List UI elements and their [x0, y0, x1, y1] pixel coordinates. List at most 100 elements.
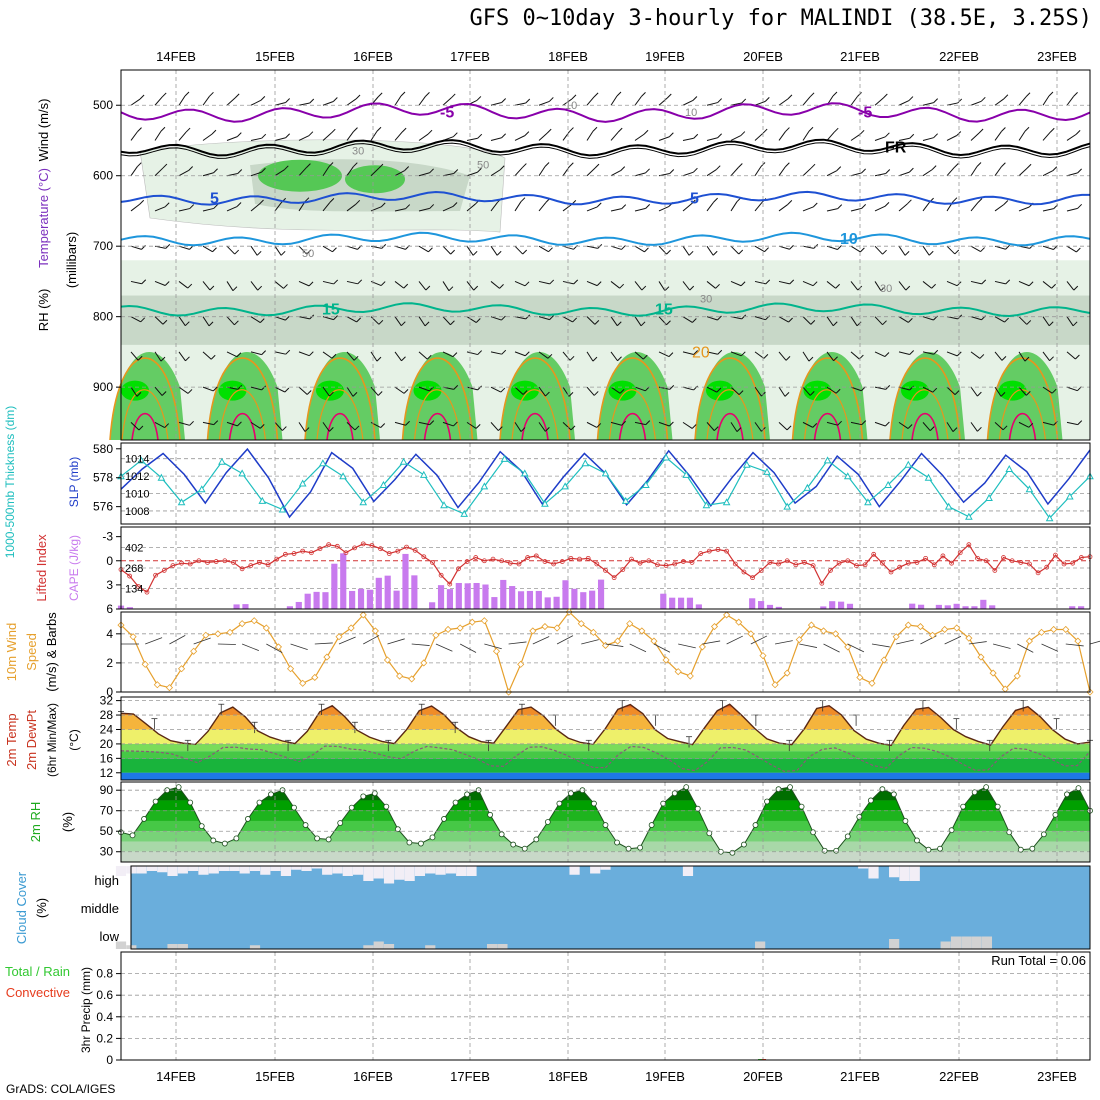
wind-barb-flag	[333, 279, 339, 285]
cloud-low-bar	[755, 941, 766, 949]
wind10m-marker	[832, 630, 840, 638]
rh-contour-label: 50	[477, 160, 489, 172]
wind-barb-flag	[812, 423, 818, 428]
wind-barb-flag	[309, 98, 315, 104]
wind-barb	[730, 167, 739, 177]
thickness-marker	[823, 456, 832, 464]
lifted-index-marker	[611, 575, 617, 581]
wind-barb-flag	[907, 199, 912, 205]
cape-bar	[829, 601, 836, 609]
cape-tick-label: 402	[125, 543, 143, 555]
wind-barb-flag	[448, 286, 454, 292]
axis-label-rh2m: 2m RH	[28, 802, 43, 842]
wind-barb	[250, 386, 262, 391]
wind-barb	[826, 421, 838, 426]
wind-barb-flag	[333, 315, 338, 320]
wind-barb	[706, 316, 718, 321]
thickness-marker	[763, 467, 771, 475]
wind-barb	[802, 421, 814, 428]
wind-barb	[538, 166, 546, 176]
cape-bar	[473, 582, 480, 609]
wind10m-marker	[1013, 672, 1021, 680]
wind10m-marker	[262, 624, 270, 632]
temp-tick-label: 32	[100, 694, 114, 708]
precip-tick-label: 0.2	[96, 1031, 113, 1045]
thickness-marker	[379, 480, 388, 488]
wind-barb-flag	[616, 321, 622, 327]
cloud-high-bar	[136, 866, 147, 874]
rh2m-marker	[798, 803, 805, 810]
wind10m-tick-label: 4	[106, 627, 113, 641]
wind-barb-flag	[789, 244, 794, 250]
wind-barb-flag	[882, 249, 887, 255]
wind-barb-flag	[429, 420, 435, 425]
wind-barb	[442, 316, 451, 326]
wind-barb	[730, 245, 740, 255]
wind-barb-flag	[426, 354, 432, 360]
wind-barb	[562, 98, 573, 106]
wind-barb	[250, 171, 262, 177]
cape-bar	[349, 590, 356, 609]
slp-tick-label: 1008	[125, 506, 149, 518]
wind-barb	[634, 207, 646, 212]
wind-barb-flag	[209, 285, 215, 291]
rh2m-marker	[498, 831, 505, 838]
wind-barb	[970, 280, 982, 285]
wind-barb	[178, 316, 186, 326]
wind-barb	[442, 206, 454, 212]
thickness-marker	[1005, 464, 1014, 473]
wind-barb	[442, 421, 454, 427]
cloud-high-bar	[167, 866, 178, 876]
wind-barb	[898, 203, 908, 212]
cape-bar	[766, 604, 774, 609]
wind-barb-flag	[957, 314, 963, 320]
cloud-high-bar	[291, 866, 302, 870]
wind-barb-flag	[377, 391, 383, 396]
wind-barb	[1066, 96, 1074, 106]
axis-label-dewpt2m: 2m DewPt	[24, 710, 39, 770]
lifted-index-marker	[300, 548, 306, 554]
thickness-marker	[1065, 492, 1074, 500]
wind-barb	[754, 351, 765, 359]
wind-barb-flag	[1075, 354, 1080, 360]
rh-tick-label: 30	[100, 845, 114, 859]
lifted-index-marker	[334, 543, 340, 549]
wind-barb-flag	[355, 94, 361, 100]
lifted-index-marker	[793, 562, 799, 568]
wind-barb-flag	[285, 315, 290, 321]
wind-barb	[562, 422, 572, 431]
rh2m-marker	[464, 791, 470, 798]
wind-barb	[154, 130, 162, 141]
wind-barb-flag	[713, 426, 719, 431]
wind-barb-flag	[908, 318, 913, 323]
wind-barb-flag	[668, 352, 674, 357]
wind-barb	[442, 245, 451, 255]
wind10m-barb	[338, 636, 356, 645]
wind-barb-flag	[861, 168, 866, 174]
rh-plume	[987, 351, 1063, 440]
wind10m-marker	[892, 633, 900, 641]
wind-barb-flag	[907, 424, 913, 429]
wind-barb	[274, 169, 285, 177]
wind-barb	[130, 203, 141, 212]
lifted-index-marker	[516, 561, 522, 567]
thickness-tick-label: 578	[93, 471, 113, 485]
wind-barb	[778, 280, 790, 285]
wind-barb	[466, 386, 478, 391]
wind10m-marker	[698, 643, 706, 651]
wind-barb-flag	[593, 92, 599, 98]
wind10m-barb	[750, 635, 768, 645]
rh2m-marker	[925, 846, 932, 853]
wind-barb-flag	[762, 128, 768, 134]
lifted-index-marker	[153, 572, 159, 578]
wind-barb-flag	[453, 169, 459, 174]
thickness-marker	[985, 493, 993, 501]
wind-barb	[466, 137, 478, 141]
cape-bar	[953, 603, 960, 609]
cloud-low-bar	[115, 941, 127, 949]
wind-barb	[514, 167, 523, 177]
rh-midlevel-green	[345, 165, 405, 194]
wind-barb	[994, 245, 1006, 250]
wind10m-marker	[444, 625, 452, 634]
wind-barb-flag	[403, 389, 409, 394]
